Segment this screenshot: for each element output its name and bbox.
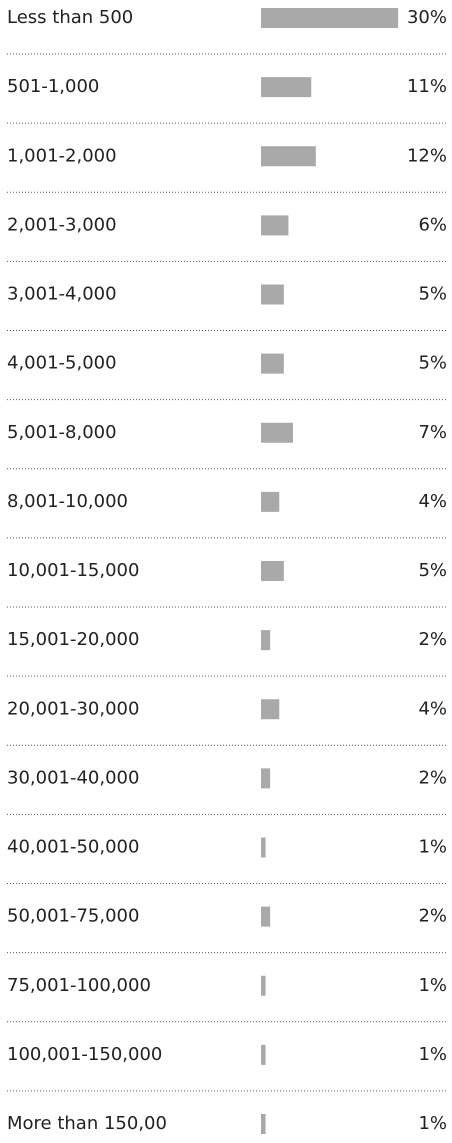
bar — [261, 837, 266, 858]
category-label: 100,001-150,000 — [7, 1044, 162, 1065]
category-label: 2,001-3,000 — [7, 214, 117, 235]
value-label: 1% — [418, 1044, 447, 1065]
value-label: 2% — [418, 629, 447, 650]
category-label: 1,001-2,000 — [7, 145, 117, 166]
value-label: 30% — [407, 7, 447, 28]
bar — [261, 215, 289, 236]
category-label: 4,001-5,000 — [7, 353, 117, 374]
category-label: Less than 500 — [7, 7, 133, 28]
bar — [261, 906, 271, 927]
bar — [261, 77, 312, 98]
bar — [261, 284, 284, 305]
category-label: 8,001-10,000 — [7, 491, 128, 512]
bar — [261, 1044, 266, 1065]
bar — [261, 422, 293, 443]
value-label: 6% — [418, 214, 447, 235]
value-label: 11% — [407, 76, 447, 97]
category-label: 5,001-8,000 — [7, 422, 117, 443]
value-label: 7% — [418, 422, 447, 443]
bar — [261, 768, 271, 789]
value-label: 2% — [418, 906, 447, 927]
bar — [261, 561, 284, 581]
category-label: 501-1,000 — [7, 76, 99, 97]
value-label: 1% — [418, 837, 447, 858]
bar — [261, 8, 399, 28]
category-label: 75,001-100,000 — [7, 975, 151, 996]
bar — [261, 491, 280, 512]
category-label: 3,001-4,000 — [7, 284, 117, 305]
category-label: 40,001-50,000 — [7, 837, 139, 858]
bar — [261, 146, 316, 167]
category-label: 20,001-30,000 — [7, 698, 139, 719]
value-label: 4% — [418, 491, 447, 512]
value-label: 5% — [418, 560, 447, 581]
value-label: 12% — [407, 145, 447, 166]
category-label: 10,001-15,000 — [7, 560, 139, 581]
bar — [261, 353, 284, 374]
category-label: 15,001-20,000 — [7, 629, 139, 650]
category-label: 50,001-75,000 — [7, 906, 139, 927]
value-label: 4% — [418, 698, 447, 719]
value-label: 5% — [418, 353, 447, 374]
category-label: More than 150,00 — [7, 1113, 167, 1134]
value-label: 2% — [418, 767, 447, 788]
value-label: 5% — [418, 284, 447, 305]
value-label: 1% — [418, 1113, 447, 1134]
bar — [261, 699, 280, 720]
value-label: 1% — [418, 975, 447, 996]
bar — [261, 630, 271, 651]
bar — [261, 975, 266, 996]
category-label: 30,001-40,000 — [7, 767, 139, 788]
bar — [261, 1114, 266, 1134]
